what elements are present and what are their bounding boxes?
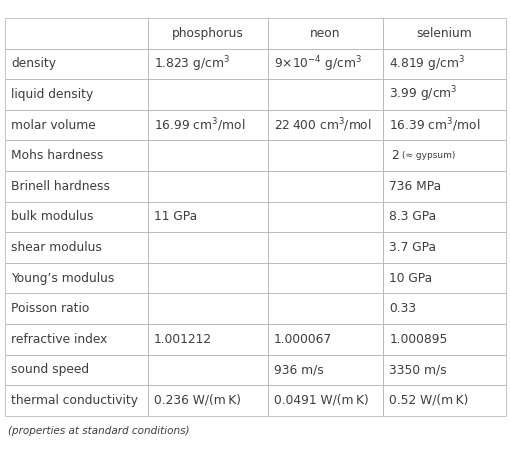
Text: liquid density: liquid density bbox=[11, 88, 94, 101]
Text: sound speed: sound speed bbox=[11, 364, 89, 376]
Bar bbox=[148, 18, 268, 49]
Text: 16.39 cm$^3$/mol: 16.39 cm$^3$/mol bbox=[389, 116, 481, 134]
Text: molar volume: molar volume bbox=[11, 118, 96, 132]
Bar bbox=[268, 385, 383, 416]
Bar bbox=[5, 202, 148, 232]
Bar bbox=[268, 354, 383, 385]
Text: 0.52 W/(m K): 0.52 W/(m K) bbox=[389, 394, 469, 407]
Bar bbox=[383, 49, 506, 79]
Bar bbox=[383, 110, 506, 140]
Text: 10 GPa: 10 GPa bbox=[389, 272, 432, 285]
Bar bbox=[148, 171, 268, 202]
Text: neon: neon bbox=[310, 27, 341, 40]
Text: refractive index: refractive index bbox=[11, 333, 107, 346]
Bar bbox=[383, 354, 506, 385]
Bar bbox=[5, 232, 148, 263]
Text: (properties at standard conditions): (properties at standard conditions) bbox=[8, 426, 189, 437]
Text: 736 MPa: 736 MPa bbox=[389, 180, 442, 193]
Bar bbox=[148, 324, 268, 354]
Bar bbox=[5, 110, 148, 140]
Bar bbox=[148, 110, 268, 140]
Bar bbox=[5, 171, 148, 202]
Bar bbox=[268, 18, 383, 49]
Text: 1.001212: 1.001212 bbox=[154, 333, 212, 346]
Text: (≈ gypsum): (≈ gypsum) bbox=[402, 151, 455, 160]
Text: 4.819 g/cm$^3$: 4.819 g/cm$^3$ bbox=[389, 54, 465, 74]
Text: 1.000067: 1.000067 bbox=[274, 333, 332, 346]
Text: 3350 m/s: 3350 m/s bbox=[389, 364, 447, 376]
Bar bbox=[5, 49, 148, 79]
Text: 0.0491 W/(m K): 0.0491 W/(m K) bbox=[274, 394, 369, 407]
Text: 0.33: 0.33 bbox=[389, 302, 416, 315]
Bar bbox=[383, 385, 506, 416]
Text: Young’s modulus: Young’s modulus bbox=[11, 272, 114, 285]
Bar bbox=[5, 18, 148, 49]
Bar bbox=[5, 293, 148, 324]
Bar bbox=[5, 324, 148, 354]
Text: 16.99 cm$^3$/mol: 16.99 cm$^3$/mol bbox=[154, 116, 245, 134]
Text: 9×10$^{-4}$ g/cm$^3$: 9×10$^{-4}$ g/cm$^3$ bbox=[274, 54, 362, 74]
Bar bbox=[5, 79, 148, 110]
Bar bbox=[5, 140, 148, 171]
Bar bbox=[5, 263, 148, 293]
Text: density: density bbox=[11, 57, 56, 71]
Text: phosphorus: phosphorus bbox=[172, 27, 244, 40]
Bar bbox=[268, 79, 383, 110]
Text: 3.99 g/cm$^3$: 3.99 g/cm$^3$ bbox=[389, 85, 458, 104]
Bar bbox=[268, 263, 383, 293]
Text: 1.000895: 1.000895 bbox=[389, 333, 448, 346]
Bar bbox=[268, 110, 383, 140]
Bar bbox=[383, 232, 506, 263]
Bar bbox=[383, 263, 506, 293]
Text: selenium: selenium bbox=[416, 27, 472, 40]
Text: thermal conductivity: thermal conductivity bbox=[11, 394, 138, 407]
Text: shear modulus: shear modulus bbox=[11, 241, 102, 254]
Text: 22 400 cm$^3$/mol: 22 400 cm$^3$/mol bbox=[274, 116, 372, 134]
Text: 0.236 W/(m K): 0.236 W/(m K) bbox=[154, 394, 241, 407]
Bar bbox=[383, 171, 506, 202]
Bar bbox=[383, 140, 506, 171]
Bar bbox=[148, 79, 268, 110]
Bar bbox=[268, 49, 383, 79]
Bar bbox=[5, 385, 148, 416]
Bar bbox=[148, 385, 268, 416]
Bar bbox=[383, 18, 506, 49]
Text: 936 m/s: 936 m/s bbox=[274, 364, 324, 376]
Bar bbox=[268, 171, 383, 202]
Text: 1.823 g/cm$^3$: 1.823 g/cm$^3$ bbox=[154, 54, 230, 74]
Bar bbox=[148, 354, 268, 385]
Bar bbox=[268, 202, 383, 232]
Text: 2: 2 bbox=[391, 149, 399, 162]
Bar bbox=[383, 324, 506, 354]
Bar bbox=[5, 354, 148, 385]
Bar bbox=[148, 140, 268, 171]
Bar bbox=[148, 49, 268, 79]
Bar bbox=[383, 202, 506, 232]
Bar bbox=[268, 232, 383, 263]
Text: 11 GPa: 11 GPa bbox=[154, 210, 197, 224]
Bar bbox=[148, 202, 268, 232]
Text: 8.3 GPa: 8.3 GPa bbox=[389, 210, 436, 224]
Text: Poisson ratio: Poisson ratio bbox=[11, 302, 89, 315]
Bar bbox=[383, 293, 506, 324]
Text: Mohs hardness: Mohs hardness bbox=[11, 149, 104, 162]
Bar bbox=[383, 79, 506, 110]
Text: Brinell hardness: Brinell hardness bbox=[11, 180, 110, 193]
Bar bbox=[148, 293, 268, 324]
Bar bbox=[268, 140, 383, 171]
Bar bbox=[148, 232, 268, 263]
Text: bulk modulus: bulk modulus bbox=[11, 210, 94, 224]
Bar bbox=[268, 293, 383, 324]
Bar bbox=[148, 263, 268, 293]
Bar bbox=[268, 324, 383, 354]
Text: 3.7 GPa: 3.7 GPa bbox=[389, 241, 436, 254]
